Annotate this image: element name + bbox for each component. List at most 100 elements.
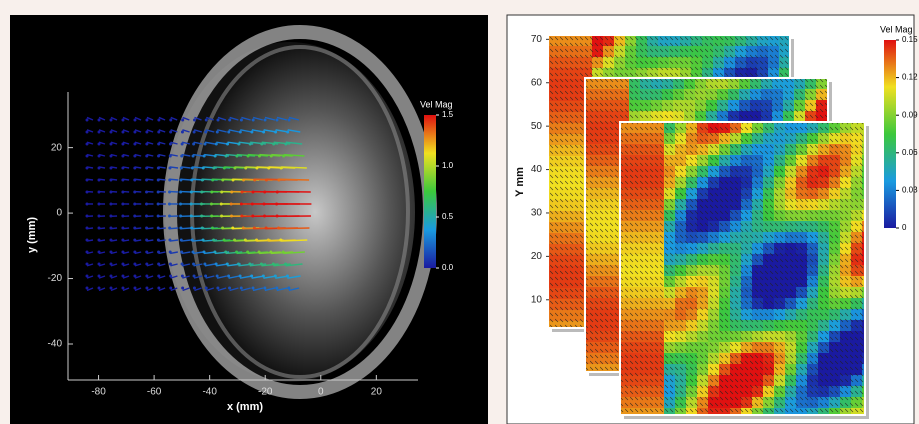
- vector-head: [97, 214, 101, 218]
- vector-head: [189, 214, 193, 218]
- vector-arrow: [192, 153, 204, 157]
- vector-head: [236, 262, 240, 266]
- colorbar-title: Vel Mag: [880, 24, 913, 34]
- colorbar: [884, 40, 896, 228]
- vector-arrow: [285, 141, 303, 145]
- y-tick-label: 20: [531, 251, 543, 262]
- vector-head: [121, 286, 125, 290]
- vector-head: [230, 190, 234, 194]
- vector-head: [203, 142, 207, 146]
- vector-head: [279, 166, 283, 170]
- colorbar-tick-label: 0.0: [442, 263, 454, 272]
- vector-head: [214, 142, 218, 146]
- photo: [165, 42, 415, 382]
- vector-head: [275, 118, 279, 122]
- colorbar-tick-label: 0: [902, 223, 907, 232]
- vector-head: [263, 214, 267, 218]
- vector-arrow: [98, 116, 106, 121]
- vector-head: [250, 202, 254, 206]
- slice-border: [619, 121, 866, 416]
- vector-head: [273, 274, 277, 278]
- y-axis-label: Y mm: [514, 167, 526, 197]
- vector-head: [255, 238, 259, 242]
- vector-arrow: [276, 116, 288, 121]
- x-axis-label: x (mm): [227, 401, 263, 413]
- vector-head: [97, 190, 101, 194]
- vector-arrow: [239, 275, 253, 279]
- vector-arrow: [264, 287, 276, 292]
- vector-head: [168, 166, 172, 170]
- vector-head: [85, 118, 89, 122]
- vector-head: [192, 286, 196, 290]
- vector-arrow: [228, 129, 240, 133]
- vector-head: [179, 202, 183, 206]
- vector-head: [202, 250, 206, 254]
- vector-arrow: [146, 141, 154, 145]
- vector-head: [97, 262, 101, 266]
- vector-arrow: [181, 251, 191, 255]
- vector-head: [133, 250, 137, 254]
- vector-head: [262, 202, 266, 206]
- vector-head: [216, 118, 220, 122]
- vector-arrow: [134, 141, 142, 145]
- colorbar: [424, 115, 436, 268]
- vector-arrow: [236, 153, 256, 157]
- vector-arrow: [98, 141, 106, 145]
- vector-arrow: [181, 263, 191, 267]
- vector-head: [222, 238, 226, 242]
- vector-head: [224, 250, 228, 254]
- vector-arrow: [146, 263, 154, 267]
- vector-head: [192, 274, 196, 278]
- vector-head: [224, 154, 228, 158]
- vector-head: [203, 262, 207, 266]
- vector-arrow: [146, 153, 154, 157]
- colorbar-title: Vel Mag: [420, 99, 453, 109]
- vector-head: [190, 238, 194, 242]
- vector-head: [169, 286, 173, 290]
- vector-arrow: [182, 287, 190, 292]
- vector-arrow: [252, 287, 264, 292]
- vector-arrow: [146, 116, 154, 121]
- vector-arrow: [158, 116, 166, 121]
- vector-head: [133, 286, 137, 290]
- vector-head: [190, 178, 194, 182]
- vector-arrow: [134, 263, 142, 267]
- vector-head: [181, 118, 185, 122]
- vector-arrow: [240, 129, 252, 133]
- vector-head: [157, 274, 161, 278]
- vector-head: [263, 118, 267, 122]
- vector-head: [180, 130, 184, 134]
- vector-head: [133, 226, 137, 230]
- vector-head: [287, 118, 291, 122]
- vector-head: [220, 214, 224, 218]
- vector-arrow: [86, 287, 94, 292]
- vector-arrow: [249, 263, 267, 267]
- vector-arrow: [169, 166, 179, 169]
- vector-head: [190, 226, 194, 230]
- vector-head: [97, 130, 101, 134]
- vector-head: [255, 166, 259, 170]
- vector-head: [204, 118, 208, 122]
- vector-head: [121, 118, 125, 122]
- vector-arrow: [170, 251, 178, 255]
- vector-head: [145, 154, 149, 158]
- x-tick-label: -40: [202, 387, 217, 398]
- vector-head: [133, 154, 137, 158]
- vector-head: [189, 202, 193, 206]
- colorbar-tick-label: 0.06: [902, 148, 918, 157]
- vector-head: [145, 226, 149, 230]
- vector-head: [192, 130, 196, 134]
- vector-head: [109, 202, 113, 206]
- vector-head: [145, 178, 149, 182]
- vector-head: [200, 226, 204, 230]
- vector-arrow: [182, 129, 190, 133]
- vector-arrow: [205, 129, 215, 133]
- vector-arrow: [192, 166, 204, 169]
- vector-head: [169, 274, 173, 278]
- vector-arrow: [278, 178, 310, 181]
- vector-arrow: [86, 251, 94, 255]
- vector-head: [157, 250, 161, 254]
- vector-head: [244, 166, 248, 170]
- vector-head: [235, 250, 239, 254]
- vector-arrow: [193, 129, 203, 133]
